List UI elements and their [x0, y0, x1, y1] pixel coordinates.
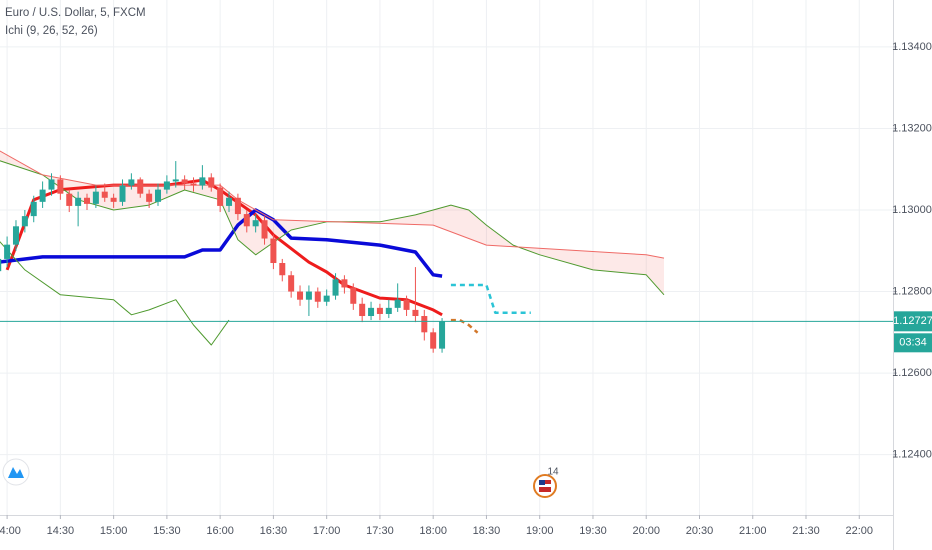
x-tick-label: 17:00: [313, 525, 341, 537]
candle-body: [146, 193, 153, 202]
candle-body: [226, 197, 233, 206]
indicator-line: [0, 150, 665, 259]
last-price-box: [894, 311, 932, 332]
projection-line: [450, 318, 479, 334]
candle-body: [208, 177, 215, 188]
x-tick-label: 15:00: [100, 525, 128, 537]
candle-body: [57, 179, 64, 194]
candle-body: [368, 307, 375, 317]
candle-body: [332, 279, 339, 296]
candle-body: [243, 214, 250, 227]
x-tick-label: 22:00: [846, 525, 874, 537]
candle-body: [119, 185, 126, 202]
candle-body: [261, 220, 268, 239]
candle-body: [21, 216, 28, 227]
candle-body: [430, 332, 437, 349]
plot-area: [0, 150, 893, 353]
y-tick-label: 1.13400: [892, 41, 932, 53]
candle-body: [92, 191, 99, 204]
countdown-box: [894, 333, 932, 353]
x-tick-label: 21:30: [792, 525, 820, 537]
candle-body: [314, 291, 321, 302]
axes: 1.13400 1.13200 1.13000 1.12800 1.12600 1.124…: [0, 41, 932, 537]
candle-body: [110, 197, 117, 202]
candle-body: [350, 287, 357, 304]
indicator-line: [0, 160, 665, 296]
candle-body: [0, 258, 2, 272]
indicator-title: Ichi (9, 26, 52, 26): [5, 25, 98, 37]
candle-body: [4, 244, 11, 259]
candle-body: [181, 179, 188, 184]
candle-body: [12, 226, 19, 245]
candle-body: [137, 179, 144, 194]
x-tick-label: 19:00: [526, 525, 554, 537]
x-tick-label: 20:00: [632, 525, 660, 537]
candle-body: [288, 275, 295, 292]
candle-body: [163, 181, 170, 190]
candle-body: [270, 238, 277, 264]
candle-body: [75, 197, 82, 206]
candle-body: [199, 177, 206, 186]
x-tick-label: 20:30: [686, 525, 714, 537]
x-tick-label: 18:30: [473, 525, 501, 537]
candle-body: [101, 191, 108, 198]
logo: [2, 458, 30, 486]
x-tick-label: 16:00: [206, 525, 234, 537]
candle-body: [172, 179, 179, 182]
y-tick-label: 1.13000: [892, 204, 932, 216]
x-tick-label: 16:30: [260, 525, 288, 537]
candle-body: [359, 303, 366, 317]
candle-body: [421, 316, 428, 333]
chart-title: Euro / U.S. Dollar, 5, FXCM: [5, 7, 146, 19]
candle-body: [297, 291, 304, 300]
candle-body: [394, 299, 401, 308]
last-price-label: 1.12727: [893, 315, 932, 327]
candle-body: [48, 179, 55, 190]
candle-body: [217, 187, 224, 206]
candle-body: [376, 307, 383, 314]
x-tick-label: 19:30: [579, 525, 607, 537]
candle-body: [66, 193, 73, 206]
candle-body: [190, 183, 197, 186]
grid: [0, 0, 893, 515]
candle-body: [30, 201, 37, 217]
candle-body: [128, 179, 135, 186]
projection-line: [450, 283, 531, 315]
x-tick-label: 14:30: [47, 525, 75, 537]
candle-body: [155, 189, 162, 202]
y-tick-label: 1.13200: [892, 122, 932, 134]
event-marker: 14: [533, 467, 559, 498]
candle-body: [305, 291, 312, 300]
x-tick-label: 21:00: [739, 525, 767, 537]
candle-body: [403, 299, 410, 310]
candle-body: [234, 197, 241, 215]
candle-body: [39, 189, 46, 202]
y-tick-label: 1.12600: [892, 367, 932, 379]
indicator-line: [0, 241, 230, 346]
x-tick-label: 17:30: [366, 525, 394, 537]
candle-body: [385, 307, 392, 314]
candle-body: [323, 295, 330, 302]
x-tick-label: 15:30: [153, 525, 181, 537]
candle-body: [83, 197, 90, 204]
candle-body: [252, 220, 259, 227]
candle-body: [279, 263, 286, 276]
y-tick-label: 1.12400: [892, 449, 932, 461]
x-tick-label: 18:00: [419, 525, 447, 537]
y-tick-label: 1.12800: [892, 285, 932, 297]
event-count: 14: [547, 467, 559, 478]
candle-body: [412, 309, 419, 317]
candle-body: [439, 321, 446, 349]
countdown-label: 03:34: [899, 337, 927, 349]
candle-body: [341, 279, 348, 288]
x-tick-label: 14:00: [0, 525, 21, 537]
